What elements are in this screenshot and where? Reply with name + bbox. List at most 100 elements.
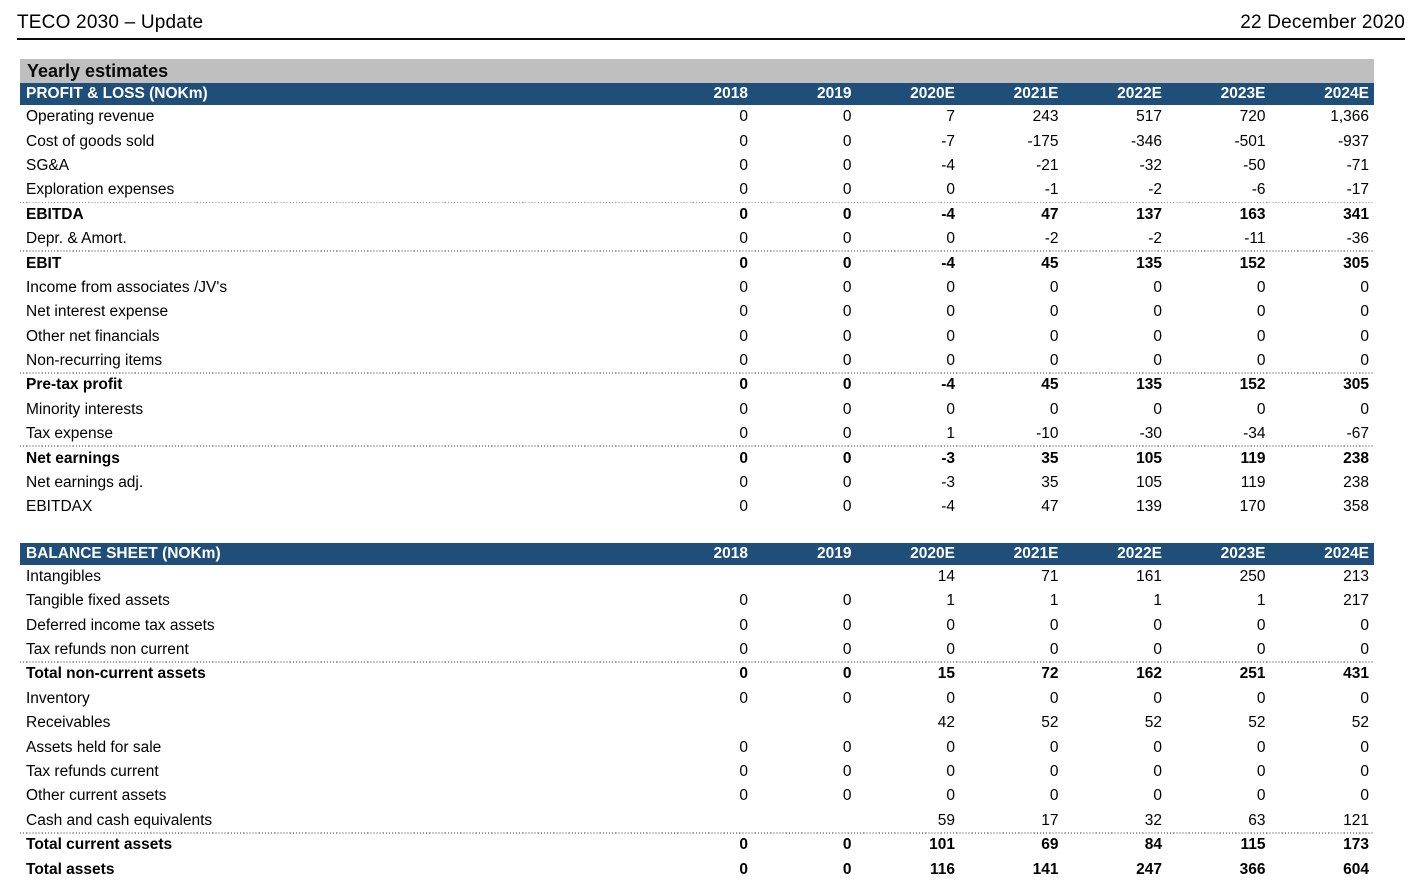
cell-value: 0 <box>946 641 955 658</box>
cell-value: 0 <box>1153 278 1162 296</box>
cell-value: 1 <box>946 425 955 443</box>
cell-value: 52 <box>1248 714 1266 732</box>
cell-value: 0 <box>739 230 748 248</box>
balance-sheet-header-title: BALANCE SHEET (NOKm) <box>26 544 221 562</box>
cell-value: 0 <box>1153 327 1162 345</box>
column-header-2023E: 2023E <box>1220 544 1266 562</box>
column-header-2019: 2019 <box>817 85 852 102</box>
cell-value: 0 <box>946 400 955 418</box>
cell-value: 0 <box>1360 400 1369 418</box>
cell-value: -4 <box>941 156 955 174</box>
table-row: Income from associates /JV's 0 0 0 0 0 0 0 <box>20 276 1374 300</box>
cell-value: 1 <box>946 592 955 610</box>
column-header-2024E: 2024E <box>1324 85 1369 102</box>
cell-value: 604 <box>1343 860 1369 878</box>
cell-value: 0 <box>1153 616 1162 634</box>
cell-value: 72 <box>1041 665 1059 683</box>
cell-value: 0 <box>1049 616 1059 634</box>
cell-value: 0 <box>739 498 748 516</box>
cell-value: -67 <box>1346 425 1369 443</box>
cell-value: 0 <box>739 205 748 223</box>
row-label: Assets held for sale <box>26 738 162 756</box>
row-label: Exploration expenses <box>26 181 175 199</box>
cell-value: 135 <box>1136 254 1162 272</box>
cell-value: 0 <box>739 762 748 780</box>
cell-value: 0 <box>946 616 955 634</box>
cell-value: 1 <box>1256 592 1266 610</box>
cell-value: 0 <box>842 352 852 370</box>
cell-value: 0 <box>739 474 748 492</box>
cell-value: 0 <box>1153 641 1162 658</box>
cell-value: 341 <box>1343 205 1369 223</box>
cell-value: 0 <box>842 376 852 394</box>
table-row: Pre-tax profit 0 0 -4 45 135 152 305 <box>20 372 1374 397</box>
cell-value: -175 <box>1027 132 1059 150</box>
cell-value: 366 <box>1239 860 1266 878</box>
cell-value: 69 <box>1041 836 1059 854</box>
cell-value: 152 <box>1239 254 1266 272</box>
cell-value: 251 <box>1239 665 1266 683</box>
cell-value: 0 <box>842 762 852 780</box>
cell-value: 35 <box>1041 474 1059 492</box>
cell-value: 0 <box>1049 641 1059 658</box>
column-header-2020E: 2020E <box>910 544 955 562</box>
cell-value: 0 <box>739 449 748 467</box>
cell-value: 0 <box>739 400 748 418</box>
table-row: Exploration expenses 0 0 0 -1 -2 -6 -17 <box>20 178 1374 202</box>
row-label: Net earnings adj. <box>26 474 144 492</box>
report-title: TECO 2030 – Update <box>17 12 204 33</box>
row-label: Tax refunds current <box>26 762 159 780</box>
row-label: Other net financials <box>26 327 160 345</box>
row-label: Receivables <box>26 714 111 732</box>
cell-value: -6 <box>1251 181 1266 199</box>
cell-value: 115 <box>1240 836 1266 854</box>
row-label: Income from associates /JV's <box>26 278 228 296</box>
cell-value: 137 <box>1136 205 1162 223</box>
cell-value: -11 <box>1244 230 1266 248</box>
row-label: Tax expense <box>26 425 114 443</box>
cell-value: 14 <box>937 567 955 585</box>
table-row: Depr. & Amort. 0 0 0 -2 -2 -11 -36 <box>20 227 1374 251</box>
table-row: Assets held for sale 0 0 0 0 0 0 0 <box>20 735 1374 759</box>
cell-value: 0 <box>1256 738 1266 756</box>
cell-value: 0 <box>842 156 852 174</box>
cell-value: -4 <box>941 376 955 394</box>
row-label: EBITDAX <box>26 498 93 516</box>
cell-value: 0 <box>1256 303 1266 321</box>
cell-value: 119 <box>1240 474 1266 492</box>
row-label: EBIT <box>26 254 62 272</box>
cell-value: 0 <box>1049 303 1059 321</box>
column-header-2021E: 2021E <box>1013 85 1059 102</box>
row-label: Depr. & Amort. <box>26 230 127 248</box>
cell-value: 0 <box>1360 278 1369 296</box>
cell-value: 0 <box>842 132 852 150</box>
cell-value: 0 <box>739 592 748 610</box>
column-header-2022E: 2022E <box>1117 544 1162 562</box>
cell-value: 0 <box>739 738 748 756</box>
cell-value: 0 <box>1256 278 1266 296</box>
cell-value: 163 <box>1239 205 1266 223</box>
cell-value: 0 <box>842 278 852 296</box>
report-date: 22 December 2020 <box>1240 12 1405 33</box>
cell-value: -21 <box>1036 156 1059 174</box>
cell-value: 0 <box>1049 400 1059 418</box>
row-label: Non-recurring items <box>26 352 163 370</box>
table-row: Operating revenue 0 0 7 243 517 720 1,366 <box>20 105 1374 129</box>
cell-value: 15 <box>937 665 955 683</box>
cell-value: 217 <box>1343 592 1369 610</box>
cell-value: 0 <box>739 254 748 272</box>
cell-value: 0 <box>1153 352 1162 370</box>
cell-value: 84 <box>1144 836 1162 854</box>
cell-value: 0 <box>1360 738 1369 756</box>
cell-value: 0 <box>1256 641 1266 658</box>
cell-value: 45 <box>1041 376 1059 394</box>
cell-value: 32 <box>1144 811 1162 829</box>
cell-value: 0 <box>739 641 748 658</box>
cell-value: 247 <box>1136 860 1162 878</box>
table-row: Net earnings adj. 0 0 -3 35 105 119 238 <box>20 471 1374 495</box>
table-row: Tax refunds current 0 0 0 0 0 0 0 <box>20 760 1374 784</box>
cell-value: 17 <box>1041 811 1059 829</box>
cell-value: 135 <box>1136 376 1162 394</box>
row-label: Pre-tax profit <box>26 376 123 394</box>
